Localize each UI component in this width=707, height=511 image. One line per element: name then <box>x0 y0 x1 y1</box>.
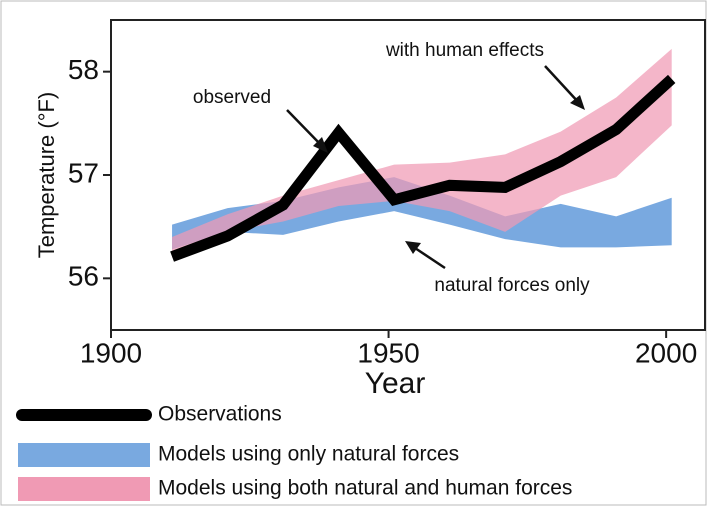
legend-swatch <box>18 443 150 467</box>
model-band <box>172 48 672 258</box>
y-tick-label: 58 <box>68 54 99 85</box>
arrow <box>286 109 323 147</box>
arrow-head <box>570 95 585 110</box>
annotation: observed <box>193 87 271 108</box>
model-band <box>172 177 672 250</box>
x-tick-label: 1950 <box>357 337 419 368</box>
legend-label: Models using both natural and human forc… <box>158 477 572 500</box>
arrow <box>411 244 446 270</box>
x-axis-label: Year <box>365 367 426 400</box>
legend: Observations Models using only natural fo… <box>16 403 572 501</box>
legend-label: Observations <box>158 403 282 426</box>
legend-label: Models using only natural forces <box>158 443 459 466</box>
y-axis-label: Temperature (°F) <box>34 92 59 259</box>
x-tick-label: 1900 <box>80 337 142 368</box>
y-tick-label: 56 <box>68 261 99 292</box>
y-tick-label: 57 <box>68 157 99 188</box>
arrow-head <box>313 137 328 153</box>
annotation: natural forces only <box>434 275 590 296</box>
annotation: with human effects <box>385 40 544 61</box>
x-tick-label: 2000 <box>635 337 697 368</box>
arrow-head <box>405 241 421 254</box>
arrow <box>544 65 581 105</box>
legend-swatch <box>18 477 150 501</box>
observation-line <box>170 74 676 262</box>
plot-area <box>170 48 676 262</box>
